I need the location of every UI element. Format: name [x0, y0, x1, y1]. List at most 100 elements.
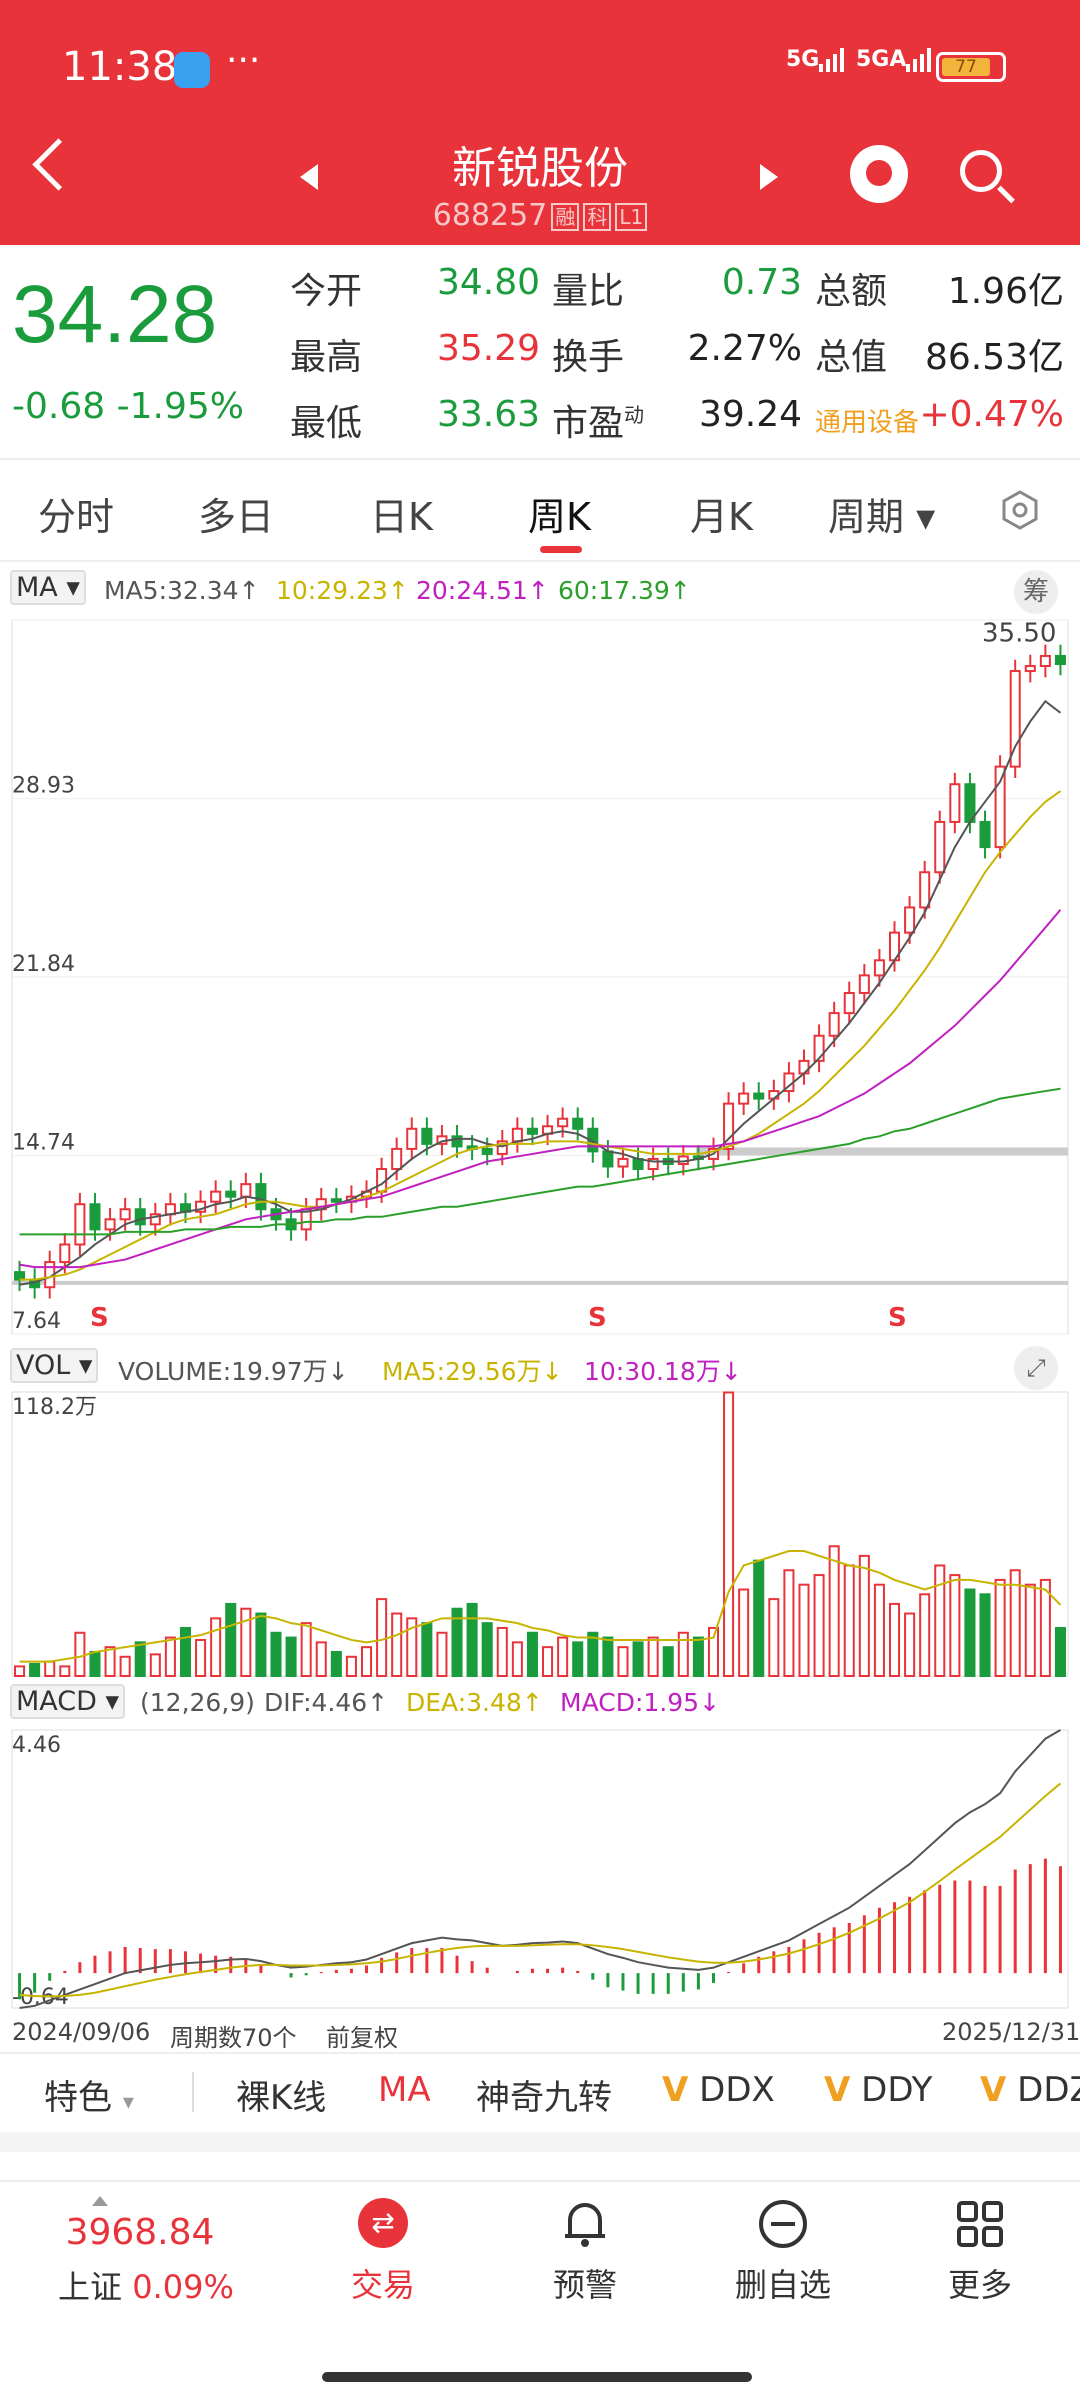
volume-bar — [873, 1583, 885, 1678]
nav-more[interactable]: 更多 — [947, 2266, 1012, 2304]
status-time: 11:38 — [62, 44, 178, 90]
ma-dropdown-label: MA — [16, 572, 58, 603]
app-notification-icon — [174, 52, 210, 88]
quote-value: 1.96亿 — [947, 271, 1064, 312]
quote-label: 最低 — [290, 403, 363, 444]
toolbar-naked-k[interactable]: 裸K线 — [236, 2078, 327, 2118]
tab-1[interactable]: 多日 — [198, 495, 275, 539]
volume-bar — [587, 1631, 599, 1678]
volume-bar — [1009, 1569, 1021, 1678]
price-axis-label: 28.93 — [12, 774, 75, 799]
tab-3[interactable]: 周K — [528, 495, 591, 539]
chip-button[interactable]: 筹 — [1014, 570, 1058, 614]
candle-body — [979, 820, 991, 849]
volume-bar — [964, 1588, 976, 1678]
macd-dropdown[interactable]: MACD ▾ — [10, 1684, 126, 1719]
volume-bar — [496, 1626, 508, 1678]
ddz-label: DDZ — [1017, 2070, 1080, 2110]
search-icon[interactable] — [960, 150, 1002, 192]
candle-body — [134, 1208, 146, 1226]
stock-code: 688257 — [432, 198, 548, 233]
quote-label: 通用设备 — [815, 408, 920, 438]
tab-0[interactable]: 分时 — [38, 495, 115, 539]
ma20-line — [19, 909, 1062, 1269]
candle-body — [526, 1127, 538, 1135]
divider — [192, 2072, 194, 2112]
volume-bar — [74, 1631, 86, 1678]
prev-stock-icon[interactable] — [300, 164, 318, 190]
pe-superscript: 动 — [624, 403, 645, 427]
k-line-chart[interactable]: 36.03 28.93 21.84 14.74 7.64 35.50 S S S 118.2万 4.… — [0, 615, 1080, 2045]
signal-s-mark: S — [888, 1303, 907, 1333]
volume-bar — [195, 1638, 207, 1677]
volume-bar — [858, 1554, 870, 1677]
candle-body — [496, 1140, 508, 1155]
volume-bar — [255, 1612, 267, 1677]
volume-bar — [677, 1631, 689, 1678]
quote-value: 34.80 — [436, 262, 540, 303]
header-bar — [0, 0, 1080, 245]
volume-bar — [647, 1636, 659, 1678]
volume-bar — [451, 1607, 463, 1677]
tab-4[interactable]: 月K — [690, 495, 753, 539]
volume-bar — [466, 1602, 478, 1677]
candle-body — [602, 1150, 614, 1168]
toolbar-magic-nine[interactable]: 神奇九转 — [476, 2078, 612, 2118]
quote-label: 总值 — [815, 337, 888, 378]
volume-bar — [1054, 1627, 1066, 1678]
special-dropdown[interactable]: 特色 ▾ — [44, 2070, 134, 2119]
quote-value: +0.47% — [919, 394, 1064, 435]
settings-hex-icon[interactable] — [1000, 490, 1040, 530]
volume-bar — [360, 1646, 373, 1677]
tab-2[interactable]: 日K — [370, 495, 433, 539]
candle-body — [74, 1203, 86, 1246]
divider — [0, 560, 1080, 562]
volume-bar — [345, 1655, 357, 1677]
toolbar-ma[interactable]: MA — [378, 2070, 431, 2110]
quote-label: 市盈动 — [552, 403, 645, 444]
ma-dropdown[interactable]: MA ▾ — [10, 570, 86, 605]
volume-bar — [225, 1602, 237, 1677]
volume-bar — [270, 1631, 282, 1678]
volume-bar — [994, 1578, 1006, 1678]
tab-5[interactable]: 周期 ▾ — [828, 495, 936, 539]
volume-bar — [723, 1391, 735, 1677]
expand-icon[interactable]: ⤢ — [1014, 1346, 1058, 1390]
volume-bar — [44, 1660, 56, 1677]
vol-dropdown[interactable]: VOL ▾ — [10, 1348, 99, 1383]
candle-body — [828, 1012, 840, 1037]
volume-bar — [179, 1626, 192, 1678]
volume-bar — [406, 1617, 418, 1677]
assistant-icon-eye — [866, 160, 892, 186]
nav-remove[interactable]: 删自选 — [734, 2266, 831, 2304]
candle-body — [572, 1117, 584, 1130]
quote-label: 量比 — [552, 271, 625, 312]
period-count: 周期数70个 — [170, 2024, 297, 2052]
index-line[interactable]: 上证 0.09% — [58, 2262, 234, 2308]
volume-bar — [134, 1641, 146, 1677]
toolbar-ddx[interactable]: V DDX — [662, 2070, 775, 2110]
signal-5ga-icon: 5GA — [856, 46, 936, 72]
bell-icon[interactable] — [560, 2196, 610, 2250]
price-axis-label: 14.74 — [12, 1130, 75, 1155]
candle-body — [511, 1127, 523, 1143]
trade-icon[interactable]: ⇄ — [358, 2198, 408, 2248]
toolbar-ddz[interactable]: V DDZ — [980, 2070, 1080, 2110]
grid-icon[interactable] — [956, 2200, 1004, 2248]
next-stock-icon[interactable] — [760, 164, 778, 190]
index-value[interactable]: 3968.84 — [65, 2212, 215, 2253]
volume-bar — [164, 1636, 176, 1678]
volume-bar — [738, 1588, 750, 1678]
remove-watchlist-icon[interactable] — [757, 2198, 809, 2250]
macd-dropdown-label: MACD — [16, 1686, 97, 1717]
candle-body — [59, 1243, 71, 1264]
nav-trade[interactable]: 交易 — [350, 2266, 415, 2304]
toolbar-ddy[interactable]: V DDY — [824, 2070, 932, 2110]
price-change: -0.68 -1.95% — [12, 386, 244, 427]
volume-bar — [240, 1607, 252, 1677]
peak-label: 35.50 — [982, 618, 1056, 648]
adjust-mode[interactable]: 前复权 — [326, 2024, 398, 2052]
signal1-label: 5G — [786, 47, 820, 72]
battery-icon — [936, 52, 1006, 82]
nav-alert[interactable]: 预警 — [552, 2266, 617, 2304]
